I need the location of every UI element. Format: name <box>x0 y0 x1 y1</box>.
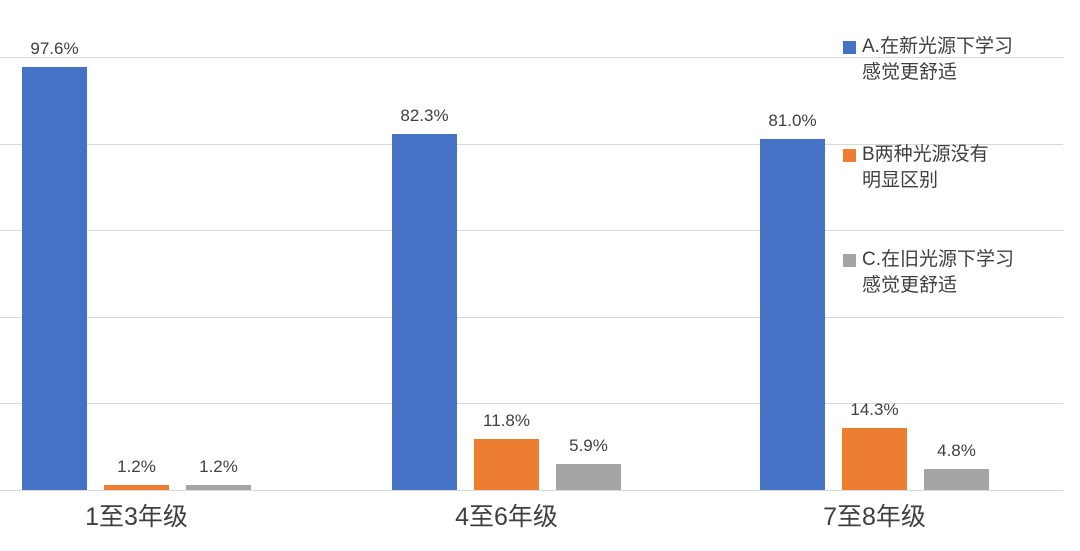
bar-value-label-C-2: 5.9% <box>569 436 608 456</box>
legend-label-B: B两种光源没有 明显区别 <box>862 142 989 194</box>
legend-label-line: A.在新光源下学习 <box>862 36 1013 57</box>
bar-value-label-C-1: 1.2% <box>199 456 238 476</box>
legend-label-line: 感觉更舒适 <box>862 62 958 83</box>
bar-B-1 <box>104 484 169 490</box>
bar-value-label-C-3: 4.8% <box>937 441 976 461</box>
bar-A-2 <box>392 133 457 490</box>
gridline-80pct <box>0 143 1063 145</box>
legend-item-C: C.在旧光源下学习 感觉更舒适 <box>843 247 1014 299</box>
gridline-60pct <box>0 230 1063 232</box>
category-label-3: 7至8年级 <box>823 503 926 531</box>
legend-item-B: B两种光源没有 明显区别 <box>843 142 989 194</box>
legend-label-line: B两种光源没有 <box>862 144 989 165</box>
legend-label-C: C.在旧光源下学习 感觉更舒适 <box>862 247 1014 299</box>
legend-item-A: A.在新光源下学习 感觉更舒适 <box>843 34 1013 86</box>
gridline-100pct <box>0 57 1063 58</box>
bar-B-2 <box>474 438 539 490</box>
category-label-2: 4至6年级 <box>455 503 558 531</box>
legend-label-line: C.在旧光源下学习 <box>862 249 1015 270</box>
bar-A-3 <box>760 139 825 490</box>
legend-label-line: 明显区别 <box>862 170 939 191</box>
bar-C-3 <box>924 469 989 490</box>
bar-A-1 <box>22 67 87 490</box>
bar-value-label-B-3: 14.3% <box>850 400 899 420</box>
legend-label-line: 感觉更舒适 <box>862 275 958 296</box>
bar-value-label-A-2: 82.3% <box>400 105 449 125</box>
bar-value-label-A-1: 97.6% <box>30 39 79 59</box>
bar-value-label-B-2: 11.8% <box>483 410 530 430</box>
legend-marker-icon-C <box>843 254 856 267</box>
legend: A.在新光源下学习 感觉更舒适 B两种光源没有 明显区别 C.在旧光源下学习 感觉更舒适 <box>843 0 1075 330</box>
gridline-20pct <box>0 403 1063 405</box>
bar-value-label-A-3: 81.0% <box>768 111 817 131</box>
legend-marker-icon-A <box>843 41 856 54</box>
gridline-40pct <box>0 316 1063 318</box>
legend-marker-icon-B <box>843 149 856 162</box>
bar-C-1 <box>186 484 251 490</box>
legend-label-A: A.在新光源下学习 感觉更舒适 <box>862 34 1013 86</box>
bar-C-2 <box>556 464 621 490</box>
bar-B-3 <box>842 428 907 490</box>
bar-value-label-B-1: 1.2% <box>117 456 156 476</box>
category-label-1: 1至3年级 <box>85 503 188 531</box>
gridline-0pct <box>0 490 1063 491</box>
